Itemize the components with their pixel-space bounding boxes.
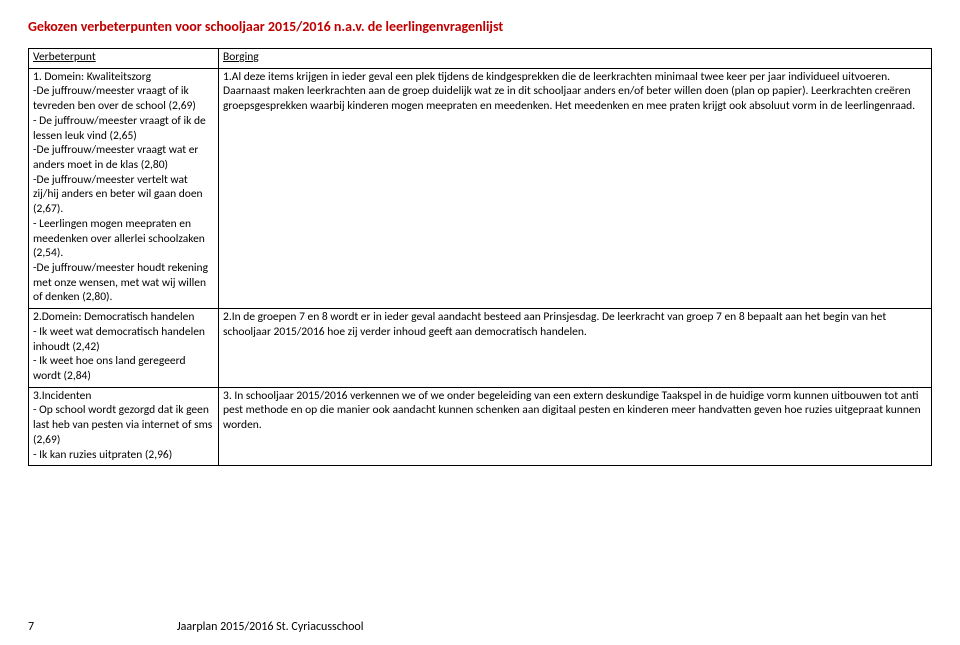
header-verbeterpunt: Verbeterpunt	[29, 48, 219, 68]
cell-verbeterpunt-2: 2.Domein: Democratisch handelen- Ik weet…	[29, 309, 219, 388]
cell-borging-1: 1.Al deze items krijgen in ieder geval e…	[219, 68, 932, 309]
header-borging: Borging	[219, 48, 932, 68]
cell-verbeterpunt-3: 3.Incidenten- Op school wordt gezorgd da…	[29, 387, 219, 466]
table-row: 1. Domein: Kwaliteitszorg-De juffrouw/me…	[29, 68, 932, 309]
cell-borging-2: 2.In de groepen 7 en 8 wordt er in ieder…	[219, 309, 932, 388]
table-header-row: Verbeterpunt Borging	[29, 48, 932, 68]
table-row: 2.Domein: Democratisch handelen- Ik weet…	[29, 309, 932, 388]
page-number: 7	[28, 620, 34, 635]
cell-verbeterpunt-1: 1. Domein: Kwaliteitszorg-De juffrouw/me…	[29, 68, 219, 309]
verbeterpunten-table: Verbeterpunt Borging 1. Domein: Kwalitei…	[28, 48, 932, 466]
table-row: 3.Incidenten- Op school wordt gezorgd da…	[29, 387, 932, 466]
page-footer: 7 Jaarplan 2015/2016 St. Cyriacusschool	[28, 620, 932, 635]
document-title: Gekozen verbeterpunten voor schooljaar 2…	[28, 18, 932, 36]
footer-text: Jaarplan 2015/2016 St. Cyriacusschool	[177, 620, 364, 634]
cell-borging-3: 3. In schooljaar 2015/2016 verkennen we …	[219, 387, 932, 466]
